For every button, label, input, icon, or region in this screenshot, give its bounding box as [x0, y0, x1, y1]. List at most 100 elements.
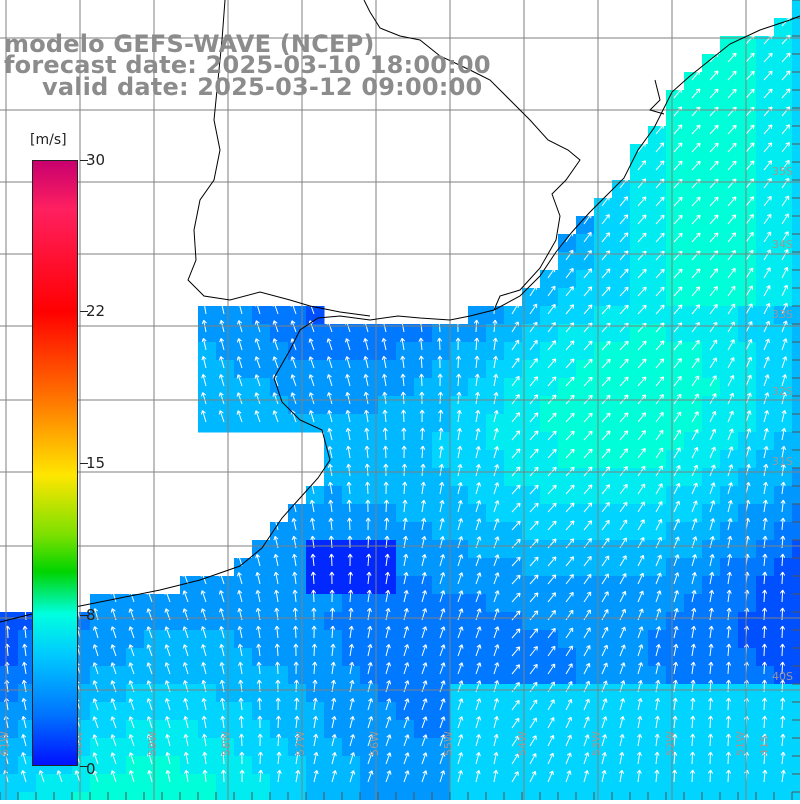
wind-arrow — [457, 698, 464, 711]
wind-arrow — [690, 715, 696, 729]
wind-cell — [288, 306, 307, 325]
wind-arrow — [583, 520, 593, 531]
wind-cell — [612, 522, 631, 541]
wind-cell — [720, 792, 739, 804]
wind-cell — [756, 90, 775, 109]
wind-arrow — [601, 626, 609, 639]
wind-arrow — [220, 751, 226, 765]
wind-cell — [594, 774, 613, 793]
wind-arrow — [637, 196, 647, 207]
wind-arrow — [457, 463, 463, 477]
wind-arrow — [367, 643, 373, 657]
wind-cell — [180, 630, 199, 649]
wind-cell — [720, 396, 739, 415]
wind-arrow — [637, 554, 645, 567]
wind-cell — [558, 576, 577, 595]
wind-arrow — [763, 481, 769, 495]
wind-arrow — [727, 70, 737, 81]
wind-arrow — [183, 715, 189, 729]
wind-arrow — [201, 374, 207, 387]
wind-cell — [144, 612, 163, 631]
wind-arrow — [708, 661, 714, 675]
wind-cell — [36, 774, 55, 793]
wind-arrow — [637, 447, 646, 459]
wind-arrow — [308, 410, 315, 423]
wind-arrow — [128, 734, 135, 747]
wind-cell — [270, 720, 289, 739]
wind-arrow — [583, 340, 593, 351]
wind-arrow — [619, 716, 625, 729]
wind-cell — [720, 306, 739, 325]
wind-arrow — [529, 448, 539, 459]
wind-arrow — [781, 124, 791, 135]
wind-arrow — [727, 428, 734, 441]
wind-cell — [342, 702, 361, 721]
wind-cell — [702, 216, 721, 235]
wind-cell — [450, 720, 469, 739]
wind-arrow — [330, 643, 336, 657]
wind-arrow — [619, 448, 629, 459]
wind-cell — [720, 648, 739, 667]
wind-cell — [630, 216, 649, 235]
wind-arrow — [511, 574, 521, 585]
wind-cell — [108, 612, 127, 631]
wind-cell — [432, 414, 451, 433]
wind-cell — [738, 108, 757, 127]
wind-cell — [792, 36, 800, 55]
wind-cell — [756, 522, 775, 541]
wind-cell — [594, 288, 613, 307]
wind-arrow — [547, 502, 557, 513]
wind-cell — [306, 774, 325, 793]
wind-cell — [558, 648, 577, 667]
wind-cell — [360, 630, 379, 649]
wind-arrow — [547, 267, 556, 279]
wind-arrow — [254, 302, 261, 315]
wind-arrow — [92, 734, 99, 747]
wind-cell — [684, 126, 703, 145]
wind-cell — [432, 666, 451, 685]
wind-cell — [648, 684, 667, 703]
wind-arrow — [762, 517, 768, 531]
wind-arrow — [727, 106, 737, 117]
wind-cell — [720, 360, 739, 379]
wind-cell — [684, 198, 703, 217]
wind-cell — [90, 738, 109, 757]
wind-cell — [396, 684, 415, 703]
wind-arrow — [92, 626, 99, 639]
wind-arrow — [745, 321, 753, 333]
wind-cell — [540, 558, 559, 577]
wind-arrow — [529, 339, 538, 351]
wind-arrow — [474, 337, 480, 351]
wind-cell — [162, 738, 181, 757]
wind-arrow — [146, 716, 153, 729]
wind-arrow — [438, 427, 444, 441]
wind-cell — [504, 486, 523, 505]
wind-arrow — [275, 715, 282, 729]
wind-cell — [666, 540, 685, 559]
wind-arrow — [294, 697, 300, 711]
wind-arrow — [403, 590, 409, 603]
wind-arrow — [110, 770, 117, 783]
wind-cell — [288, 612, 307, 631]
wind-cell — [684, 288, 703, 307]
wind-cell — [126, 594, 145, 613]
wind-cell — [738, 684, 757, 703]
wind-cell — [720, 216, 739, 235]
wind-cell — [720, 774, 739, 793]
wind-cell — [432, 468, 451, 487]
wind-cell — [540, 522, 559, 541]
wind-cell — [774, 36, 793, 55]
wind-cell — [360, 666, 379, 685]
wind-arrow — [547, 734, 555, 747]
wind-cell — [252, 396, 271, 415]
wind-cell — [468, 792, 487, 804]
wind-cell — [702, 54, 721, 73]
wind-arrow — [673, 160, 683, 171]
wind-arrow — [349, 661, 355, 675]
wind-cell — [648, 162, 667, 181]
wind-arrow — [673, 375, 682, 387]
wind-cell — [558, 756, 577, 775]
wind-arrow — [565, 663, 573, 675]
wind-cell — [594, 324, 613, 343]
wind-cell — [684, 774, 703, 793]
